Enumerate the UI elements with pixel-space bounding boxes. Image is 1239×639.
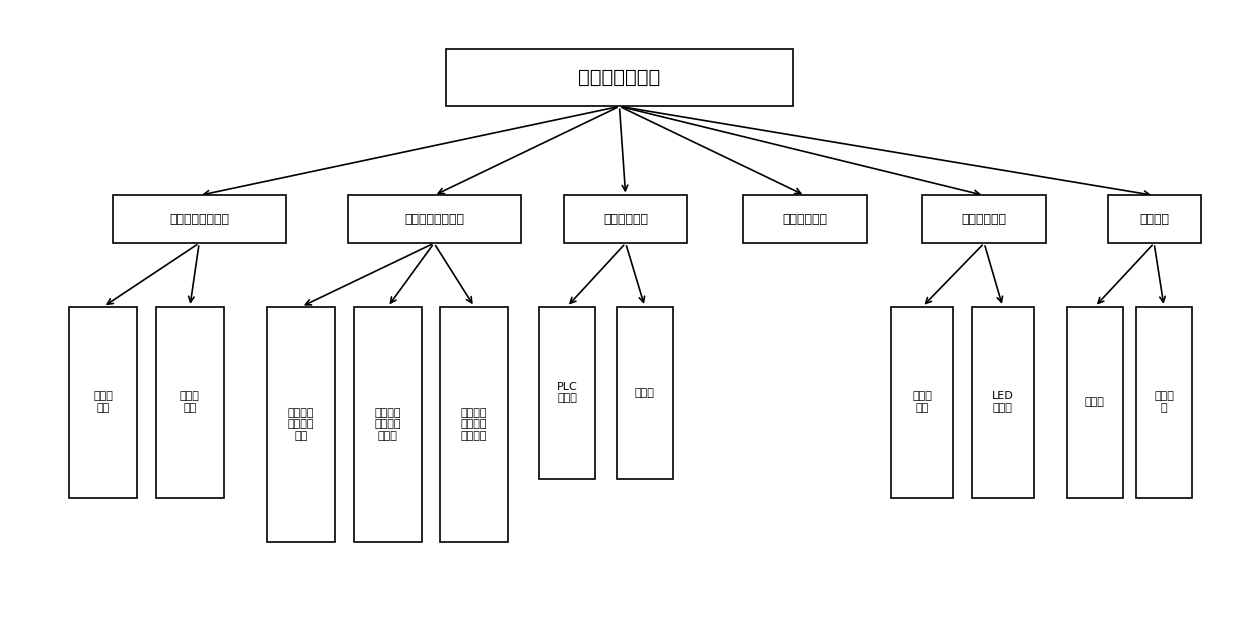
Text: PLC
控制器: PLC 控制器 xyxy=(556,382,577,403)
Text: 登机口检验平台: 登机口检验平台 xyxy=(579,68,660,88)
Bar xyxy=(156,307,224,498)
Text: 报警模块: 报警模块 xyxy=(1139,213,1170,226)
Bar xyxy=(564,196,688,243)
Text: 警报灯: 警报灯 xyxy=(1085,397,1105,407)
Text: 光线调节模块: 光线调节模块 xyxy=(961,213,1006,226)
Bar xyxy=(1108,196,1201,243)
Text: 报警单
元: 报警单 元 xyxy=(1154,392,1175,413)
Text: 数据上传模块: 数据上传模块 xyxy=(783,213,828,226)
Bar xyxy=(617,307,673,479)
Text: LED
调光灯: LED 调光灯 xyxy=(992,392,1014,413)
Text: 距离传
感器: 距离传 感器 xyxy=(180,392,199,413)
Bar xyxy=(971,307,1033,498)
Bar xyxy=(268,307,336,542)
Bar xyxy=(446,49,793,106)
Bar xyxy=(743,196,867,243)
Text: 人脸图像
特征提取
子模块: 人脸图像 特征提取 子模块 xyxy=(374,408,401,441)
Text: 高清摄
像头: 高清摄 像头 xyxy=(93,392,113,413)
Text: 数据库: 数据库 xyxy=(634,388,654,397)
Bar xyxy=(113,196,286,243)
Bar xyxy=(69,307,138,498)
Text: 脸部信息采集模块: 脸部信息采集模块 xyxy=(170,213,229,226)
Text: 系统控制模块: 系统控制模块 xyxy=(603,213,648,226)
Bar xyxy=(1136,307,1192,498)
Bar xyxy=(539,307,595,479)
Bar xyxy=(440,307,508,542)
Bar xyxy=(922,196,1046,243)
Text: 脸部信息处理模块: 脸部信息处理模块 xyxy=(404,213,465,226)
Bar xyxy=(347,196,520,243)
Bar xyxy=(353,307,421,542)
Text: 人脸图像
预处理子
模块: 人脸图像 预处理子 模块 xyxy=(287,408,315,441)
Text: 光线传
感器: 光线传 感器 xyxy=(912,392,932,413)
Text: 人脸图像
匹配与识
别子模块: 人脸图像 匹配与识 别子模块 xyxy=(461,408,487,441)
Bar xyxy=(892,307,953,498)
Bar xyxy=(1067,307,1123,498)
